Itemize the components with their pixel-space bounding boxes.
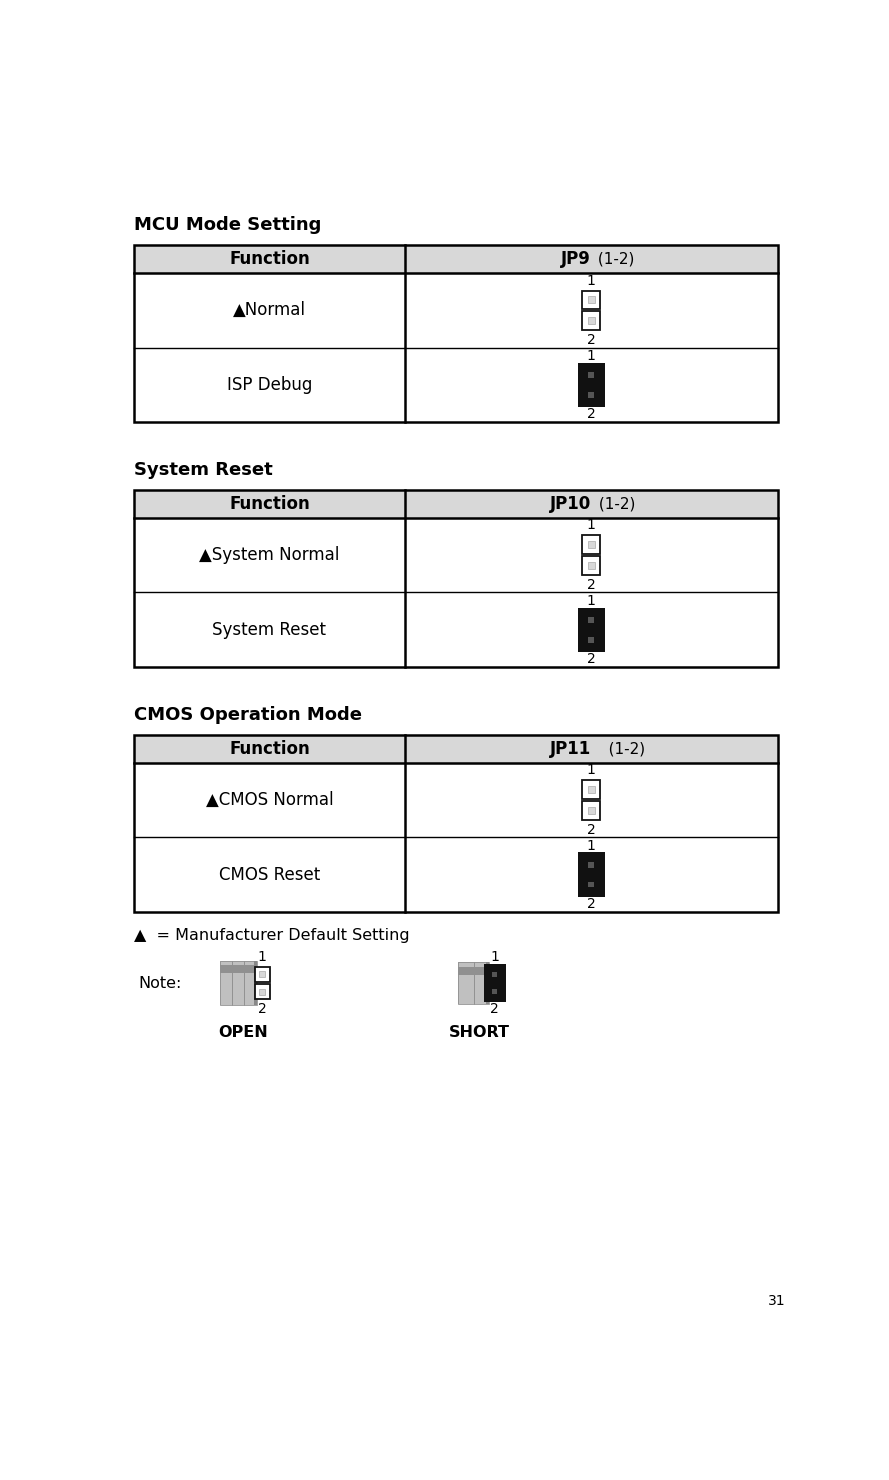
Text: OPEN: OPEN <box>218 1026 268 1040</box>
Bar <box>220 961 257 1005</box>
Bar <box>589 392 594 398</box>
Bar <box>244 965 257 974</box>
Text: System Reset: System Reset <box>212 622 326 639</box>
Text: 2: 2 <box>587 577 596 592</box>
Bar <box>459 962 489 1005</box>
Text: 2: 2 <box>587 333 596 346</box>
Bar <box>134 736 778 912</box>
Text: JP9: JP9 <box>561 250 591 268</box>
Bar <box>134 736 778 912</box>
Bar <box>581 536 600 554</box>
Text: (1-2): (1-2) <box>594 741 645 756</box>
Text: ▲  = Manufacturer Default Setting: ▲ = Manufacturer Default Setting <box>134 928 410 943</box>
Text: 1: 1 <box>587 274 596 287</box>
Text: ▲Normal: ▲Normal <box>233 302 306 320</box>
Text: (1-2): (1-2) <box>593 252 635 266</box>
Text: 1: 1 <box>587 839 596 852</box>
Bar <box>589 636 594 642</box>
Bar <box>459 962 474 1005</box>
Bar <box>486 962 489 1005</box>
Bar <box>589 863 594 869</box>
Bar <box>253 961 257 1005</box>
Bar <box>474 962 489 1005</box>
Text: 31: 31 <box>768 1294 785 1308</box>
Bar <box>254 984 270 999</box>
Bar <box>581 290 600 309</box>
Text: Function: Function <box>229 250 310 268</box>
Bar <box>232 961 244 1005</box>
Text: CMOS Reset: CMOS Reset <box>219 866 320 884</box>
Bar <box>588 562 595 568</box>
Text: 1: 1 <box>587 518 596 533</box>
Bar <box>254 966 270 983</box>
Bar <box>134 490 778 667</box>
Text: 1: 1 <box>258 950 267 963</box>
Text: JP11: JP11 <box>549 740 591 758</box>
Text: Function: Function <box>229 740 310 758</box>
Text: 1: 1 <box>491 950 500 963</box>
Bar <box>589 373 594 379</box>
Bar <box>232 965 244 974</box>
Bar <box>220 965 232 974</box>
Bar <box>244 961 257 1005</box>
Text: MCU Mode Setting: MCU Mode Setting <box>134 216 322 234</box>
Bar <box>588 807 595 814</box>
Bar <box>134 736 778 762</box>
Bar <box>134 246 778 272</box>
Bar <box>134 246 778 422</box>
Text: JP10: JP10 <box>549 494 591 514</box>
Text: 1: 1 <box>587 764 596 777</box>
Bar <box>220 961 232 1005</box>
Bar <box>134 246 778 422</box>
Bar <box>589 882 594 888</box>
Text: ▲CMOS Normal: ▲CMOS Normal <box>205 790 333 810</box>
Text: 2: 2 <box>587 897 596 910</box>
Bar <box>588 786 595 793</box>
Bar <box>581 801 600 820</box>
Text: (1-2): (1-2) <box>594 496 636 512</box>
Bar <box>474 966 489 974</box>
Bar <box>581 556 600 574</box>
Bar <box>578 852 605 897</box>
Text: ▲System Normal: ▲System Normal <box>199 546 340 564</box>
Text: CMOS Operation Mode: CMOS Operation Mode <box>134 706 363 724</box>
Text: Function: Function <box>229 494 310 514</box>
Text: SHORT: SHORT <box>449 1026 509 1040</box>
Bar <box>134 490 778 667</box>
Bar <box>588 317 595 324</box>
Bar <box>493 972 497 977</box>
Text: 2: 2 <box>587 651 596 666</box>
Text: 2: 2 <box>587 823 596 836</box>
Bar <box>459 966 474 974</box>
Bar <box>588 542 595 548</box>
Text: Note:: Note: <box>139 975 181 990</box>
Text: 1: 1 <box>587 593 596 608</box>
Text: System Reset: System Reset <box>134 460 273 480</box>
Text: ISP Debug: ISP Debug <box>227 376 312 394</box>
Text: 2: 2 <box>491 1002 499 1015</box>
Bar <box>578 608 605 653</box>
Text: 2: 2 <box>587 407 596 422</box>
Text: 2: 2 <box>258 1002 267 1017</box>
Bar <box>589 617 594 623</box>
Bar <box>484 965 506 1002</box>
Bar <box>578 363 605 407</box>
Bar <box>260 971 265 977</box>
Bar <box>581 311 600 330</box>
Bar <box>260 989 265 995</box>
Bar <box>588 296 595 303</box>
Text: 1: 1 <box>587 349 596 363</box>
Bar <box>581 780 600 799</box>
Bar <box>493 989 497 993</box>
Bar <box>134 490 778 518</box>
